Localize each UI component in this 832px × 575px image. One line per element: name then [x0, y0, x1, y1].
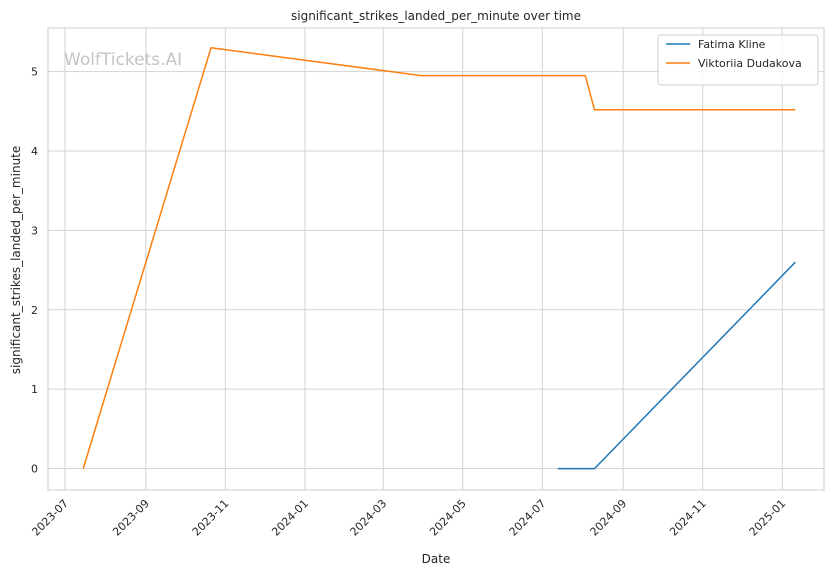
plot-area: [47, 27, 825, 491]
watermark: WolfTickets.AI: [64, 50, 182, 70]
legend-label: Viktoriia Dudakova: [698, 57, 802, 70]
y-axis-ticks: 0 1 2 3 4 5: [31, 66, 38, 476]
series-line: [82, 47, 796, 469]
series-line: [557, 261, 796, 470]
y-tick-label: 3: [31, 224, 38, 237]
x-axis-label: Date: [422, 552, 451, 566]
grid: [48, 28, 824, 490]
y-axis-label: significant_strikes_landed_per_minute: [9, 146, 23, 375]
series-layer: [82, 47, 796, 470]
y-tick-label: 1: [31, 383, 38, 396]
y-tick-label: 4: [31, 145, 38, 158]
legend: Fatima Kline Viktoriia Dudakova: [657, 34, 819, 86]
legend-label: Fatima Kline: [698, 38, 766, 51]
chart-title: significant_strikes_landed_per_minute ov…: [291, 9, 581, 23]
y-tick-label: 2: [31, 304, 38, 317]
legend-box: [657, 34, 819, 86]
y-tick-label: 0: [31, 463, 38, 476]
y-tick-label: 5: [31, 66, 38, 79]
